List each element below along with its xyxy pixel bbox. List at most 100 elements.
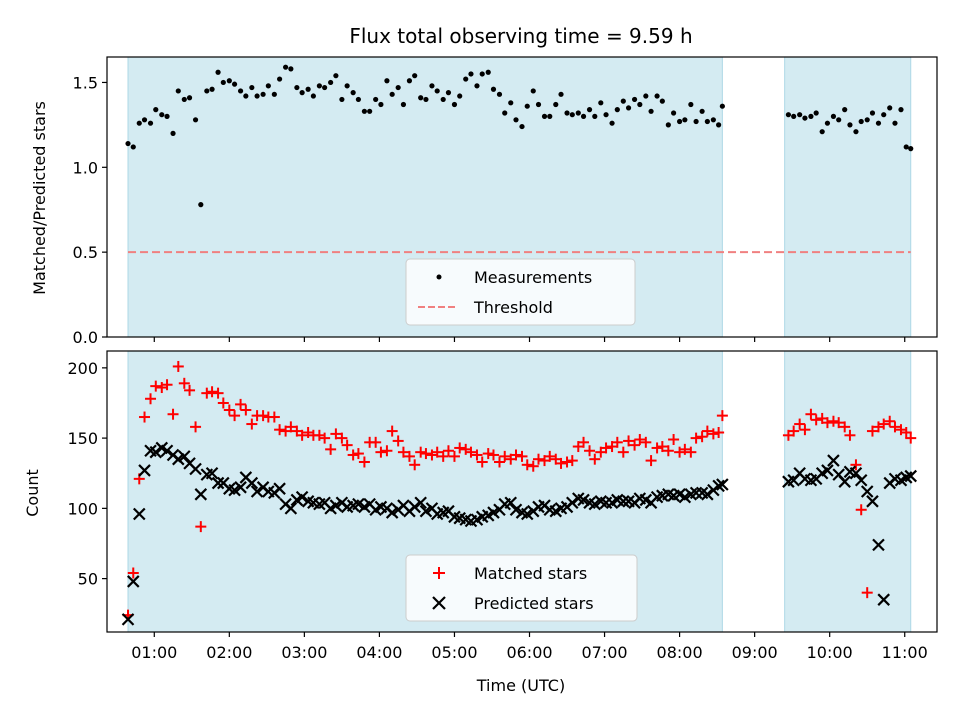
y-tick-label: 150 xyxy=(67,429,98,448)
axes-frame xyxy=(106,56,938,338)
x-tick-label: 03:00 xyxy=(281,643,327,662)
measurement-point xyxy=(192,117,199,123)
matched-star-point xyxy=(257,410,269,422)
matched-star-point xyxy=(566,455,578,467)
predicted-star-point xyxy=(160,444,174,458)
matched-star-point xyxy=(178,377,190,389)
matched-star-point xyxy=(336,432,348,444)
matched-star-point xyxy=(381,445,393,457)
legend-ratio: Measurements Threshold xyxy=(405,258,636,326)
x-tick-label: 11:00 xyxy=(882,643,928,662)
measurement-point xyxy=(328,79,334,86)
predicted-star-point xyxy=(838,475,851,488)
x-tick-label: 07:00 xyxy=(581,643,627,662)
measurement-point xyxy=(344,83,350,89)
measurement-point xyxy=(231,81,238,87)
predicted-star-point xyxy=(284,502,298,515)
matched-star-point xyxy=(617,446,629,458)
measurement-point xyxy=(853,129,859,135)
matched-star-point xyxy=(850,459,862,471)
legend-threshold-label: Threshold xyxy=(473,298,553,317)
matched-star-point xyxy=(900,426,912,438)
matched-star-point xyxy=(235,398,247,410)
legend-ratio-box xyxy=(405,258,636,326)
matched-star-point xyxy=(274,424,286,436)
measurement-point xyxy=(384,78,390,84)
measurement-point xyxy=(564,110,570,116)
measurement-point xyxy=(277,76,283,82)
measurement-point xyxy=(553,101,559,108)
predicted-star-point xyxy=(178,450,191,463)
predicted-star-point xyxy=(126,575,140,588)
measurement-point xyxy=(676,118,683,125)
matched-star-point xyxy=(889,421,901,433)
predicted-star-point xyxy=(827,454,840,467)
measurement-point xyxy=(395,84,401,91)
matched-star-point xyxy=(905,432,917,444)
matched-star-point xyxy=(651,442,663,454)
measurement-point xyxy=(288,66,294,72)
measurement-point xyxy=(451,101,458,108)
measurement-point xyxy=(271,91,277,97)
measurement-point xyxy=(429,83,435,89)
measurement-point xyxy=(665,122,671,128)
predicted-star-point xyxy=(250,485,264,498)
matched-star-point xyxy=(696,431,708,443)
predicted-star-point xyxy=(716,478,729,491)
matched-star-point xyxy=(499,450,511,462)
measurement-point xyxy=(367,108,373,114)
measurement-point xyxy=(637,101,643,108)
measurement-point xyxy=(130,144,136,150)
matched-star-point xyxy=(172,360,184,372)
matched-star-point xyxy=(471,449,483,461)
measurement-point xyxy=(350,90,356,96)
y-tick-label: 0.5 xyxy=(73,243,98,262)
matched-star-point xyxy=(217,397,229,409)
measurement-point xyxy=(586,107,593,113)
measurement-point xyxy=(631,96,638,103)
matched-star-point xyxy=(437,450,449,462)
matched-star-point xyxy=(476,456,488,468)
matched-star-point xyxy=(487,449,499,461)
matched-star-point xyxy=(690,432,702,444)
x-tick-label: 08:00 xyxy=(657,643,703,662)
measurement-point xyxy=(830,113,837,119)
matched-star-point xyxy=(184,384,196,396)
measurement-point xyxy=(808,113,814,119)
measurement-point xyxy=(864,117,870,123)
measurement-point xyxy=(580,113,587,119)
measurement-point xyxy=(378,101,384,108)
measurement-point xyxy=(400,101,407,108)
matched-star-point xyxy=(640,436,652,448)
measurement-point xyxy=(305,86,311,92)
legend-measurement-marker xyxy=(436,274,442,280)
matched-star-point xyxy=(521,459,533,471)
measurement-point xyxy=(659,98,665,104)
matched-star-point xyxy=(341,439,353,451)
measurement-point xyxy=(502,110,508,116)
measurement-point xyxy=(869,110,876,116)
matched-star-point xyxy=(448,450,460,462)
matched-star-point xyxy=(716,410,728,422)
measurement-point xyxy=(592,113,598,119)
measurement-point xyxy=(836,117,842,123)
measurement-point xyxy=(440,96,446,103)
measurement-point xyxy=(688,101,694,108)
measurement-point xyxy=(535,101,542,108)
matched-star-point xyxy=(844,429,856,441)
matched-star-point xyxy=(810,414,822,426)
matched-star-point xyxy=(386,425,398,437)
matched-star-point xyxy=(707,428,719,440)
measurement-point xyxy=(791,113,797,119)
matched-star-point xyxy=(330,428,342,440)
measurement-point xyxy=(457,93,463,99)
legend-predicted-marker xyxy=(432,596,446,610)
measurement-point xyxy=(423,96,429,103)
measurement-point xyxy=(693,118,699,125)
x-tick-label: 04:00 xyxy=(356,643,402,662)
measurement-point xyxy=(898,107,904,113)
measurement-point xyxy=(299,90,305,96)
measurement-point xyxy=(339,96,345,103)
measurement-point xyxy=(237,88,244,94)
